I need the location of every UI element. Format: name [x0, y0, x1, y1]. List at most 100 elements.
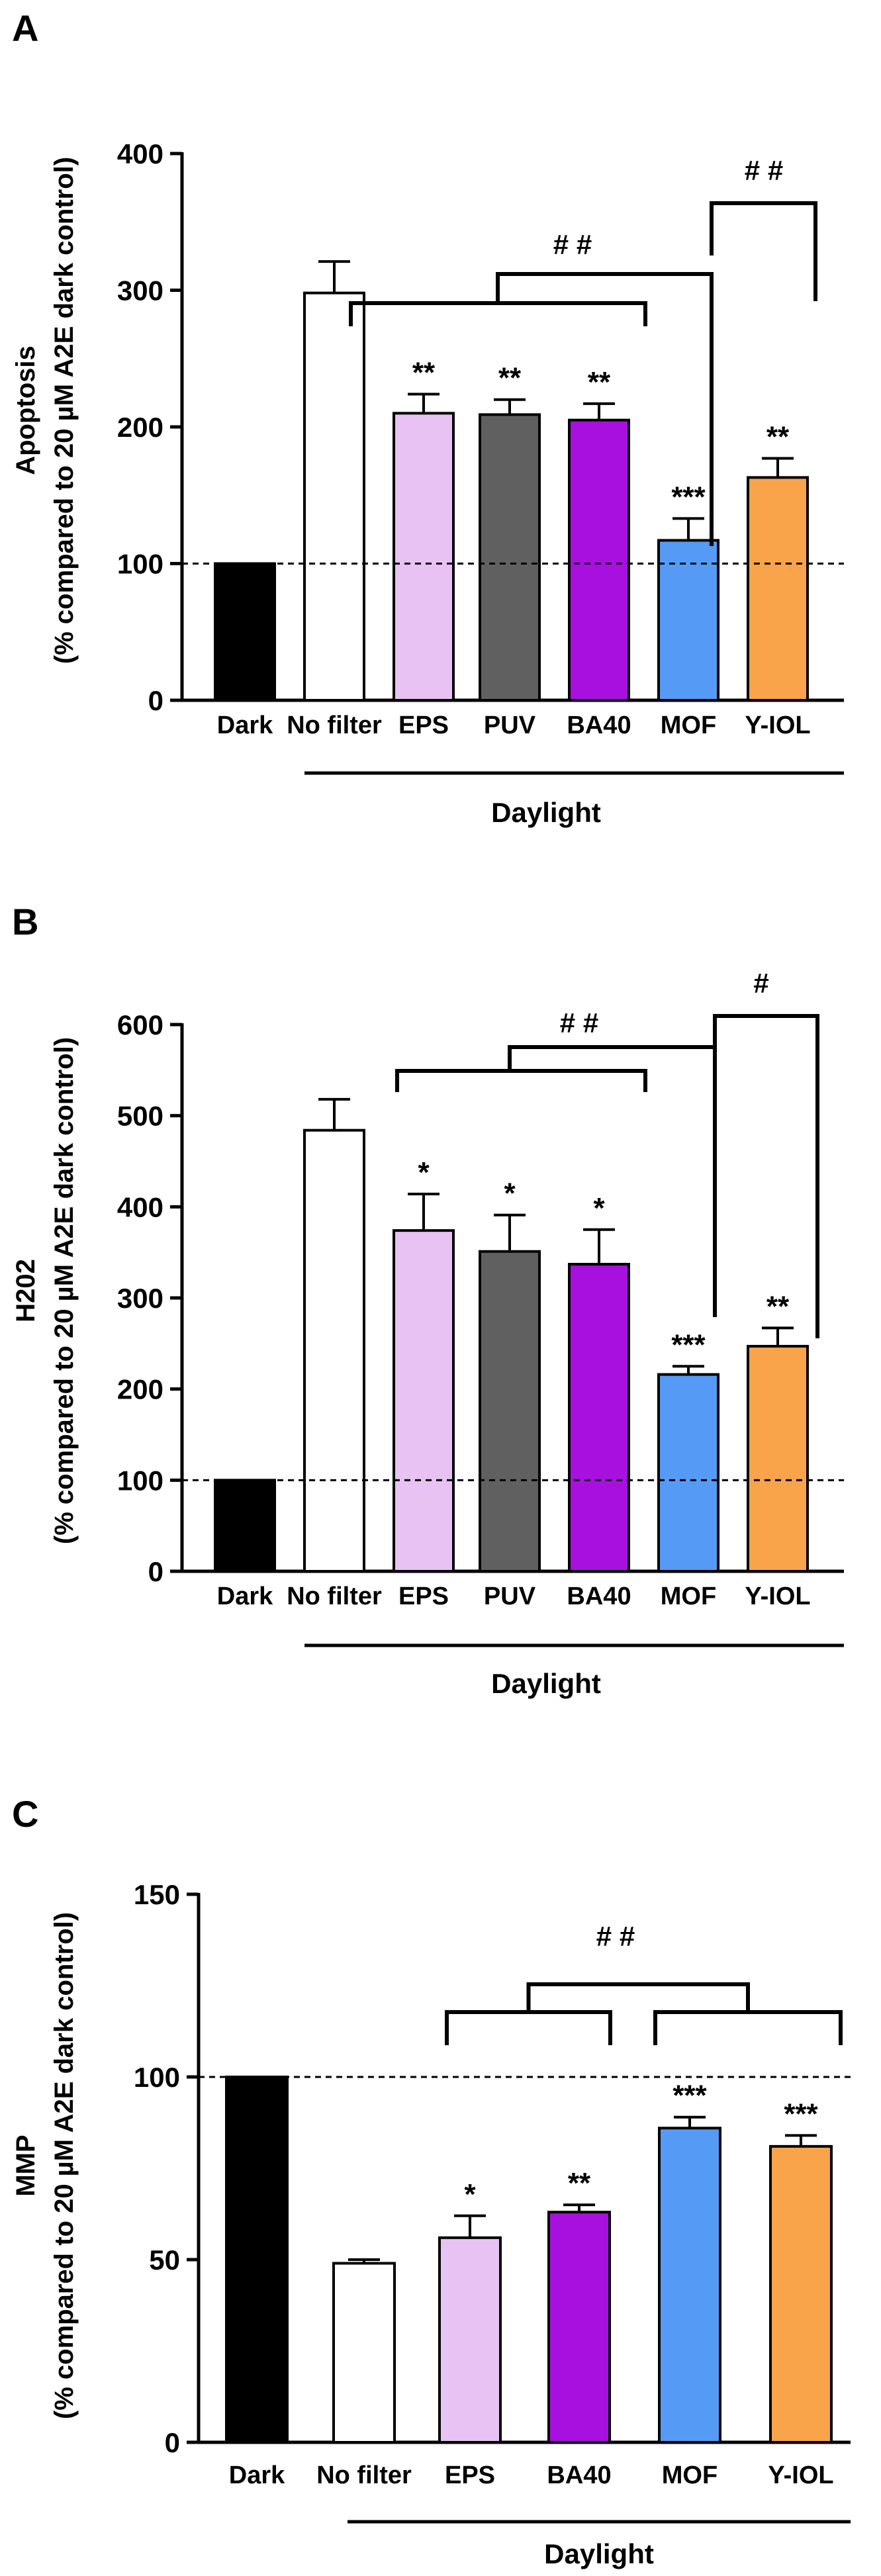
- panel-letter: C: [12, 1793, 38, 1835]
- bar-mof: [657, 539, 719, 702]
- bar-mof: [657, 1373, 719, 1573]
- y-tick-label: 0: [148, 1556, 163, 1587]
- y-tick-label: 0: [148, 685, 163, 716]
- bar-y-iol: [769, 2144, 833, 2444]
- y-tick-label: 400: [117, 1191, 163, 1222]
- comparison-label: # #: [596, 1921, 635, 1952]
- comparison-bracket: [653, 2010, 843, 2045]
- significance-label: *: [418, 1156, 430, 1189]
- bar-no-filter: [332, 2262, 396, 2444]
- x-tick-label: MOF: [661, 712, 716, 739]
- y-axis-subtitle: (% compared to 20 µM A2E dark control): [50, 157, 79, 664]
- bar-ba40: [568, 1263, 630, 1573]
- y-tick-label: 100: [117, 549, 163, 580]
- comparison-label: # #: [553, 229, 592, 260]
- comparison-label: #: [753, 968, 768, 999]
- x-tick-label: BA40: [547, 2461, 611, 2489]
- chart-panel-b: B H202 (% compared to 20 µM A2E dark contr…: [11, 901, 844, 1699]
- bar-no-filter: [303, 291, 365, 702]
- group-label: Daylight: [491, 1668, 601, 1699]
- y-tick-label: 400: [117, 138, 163, 169]
- y-axis-subtitle: (% compared to 20 µM A2E dark control): [50, 1912, 79, 2419]
- bar-eps: [393, 412, 455, 702]
- group-label: Daylight: [544, 2538, 654, 2569]
- comparison-label: # #: [745, 155, 783, 186]
- y-tick-label: 300: [117, 1283, 163, 1314]
- bar-ba40: [568, 418, 630, 702]
- bar-puv: [479, 413, 541, 702]
- comparison-bracket: [713, 1014, 819, 1338]
- significance-label: ***: [672, 2080, 707, 2112]
- comparison-bracket: [445, 2010, 612, 2045]
- y-tick-label: 100: [117, 1465, 163, 1496]
- significance-label: **: [766, 420, 790, 453]
- significance-label: **: [498, 362, 522, 394]
- significance-label: **: [568, 2167, 591, 2199]
- bar-y-iol: [747, 476, 809, 702]
- group-label: Daylight: [491, 797, 601, 828]
- bar-ba40: [547, 2211, 611, 2444]
- bar-eps: [393, 1229, 455, 1573]
- x-tick-label: BA40: [567, 1583, 631, 1610]
- significance-label: ***: [671, 481, 706, 513]
- x-tick-label: Dark: [229, 2461, 285, 2489]
- x-tick-label: BA40: [567, 712, 631, 739]
- bar-dark: [214, 1479, 276, 1573]
- significance-label: ***: [784, 2097, 818, 2130]
- y-tick-label: 0: [165, 2427, 180, 2458]
- y-tick-label: 200: [117, 412, 163, 443]
- chart-panel-c: C MMP (% compared to 20 µM A2E dark contro…: [11, 1793, 851, 2569]
- comparison-bracket: [496, 272, 714, 546]
- significance-label: *: [464, 2178, 476, 2211]
- x-tick-label: Y-IOL: [768, 2461, 833, 2489]
- x-tick-label: MOF: [661, 1583, 716, 1610]
- y-axis-title: MMP: [11, 2135, 40, 2196]
- bar-no-filter: [303, 1128, 365, 1573]
- significance-label: **: [412, 356, 436, 389]
- x-tick-label: EPS: [445, 2461, 495, 2489]
- bar-dark: [214, 562, 276, 702]
- y-axis-title: Apoptosis: [11, 345, 40, 475]
- bar-dark: [225, 2076, 289, 2444]
- x-tick-label: PUV: [484, 712, 536, 739]
- bar-mof: [658, 2127, 721, 2444]
- comparison-bracket: [349, 301, 647, 326]
- panel-letter: B: [12, 901, 38, 943]
- panel-letter: A: [12, 7, 38, 49]
- bar-puv: [479, 1250, 541, 1573]
- x-tick-label: Y-IOL: [745, 712, 810, 739]
- x-tick-label: Y-IOL: [745, 1583, 810, 1610]
- y-tick-label: 500: [117, 1101, 163, 1132]
- comparison-bracket: [395, 1069, 647, 1092]
- y-tick-label: 600: [117, 1009, 163, 1040]
- y-tick-label: 300: [117, 275, 163, 306]
- comparison-bracket: [508, 1045, 717, 1317]
- y-axis-title: H202: [11, 1259, 40, 1322]
- bar-eps: [438, 2236, 502, 2444]
- comparison-bracket: [710, 201, 817, 301]
- x-tick-label: Dark: [217, 1583, 273, 1610]
- y-axis-subtitle: (% compared to 20 µM A2E dark control): [50, 1037, 79, 1544]
- comparison-bracket: [526, 1982, 750, 2012]
- significance-label: *: [504, 1177, 516, 1210]
- chart-panel-a: A Apoptosis (% compared to 20 µM A2E dark …: [11, 7, 844, 828]
- comparison-label: # #: [560, 1007, 598, 1038]
- x-tick-label: EPS: [398, 712, 449, 739]
- x-tick-label: MOF: [662, 2461, 718, 2489]
- x-tick-label: No filter: [316, 2461, 412, 2489]
- x-tick-label: No filter: [287, 712, 382, 739]
- x-tick-label: EPS: [398, 1583, 449, 1610]
- x-tick-label: Dark: [217, 712, 273, 739]
- y-tick-label: 50: [149, 2244, 180, 2276]
- y-tick-label: 100: [134, 2062, 180, 2093]
- significance-label: *: [593, 1192, 605, 1224]
- significance-label: **: [588, 366, 611, 398]
- y-tick-label: 150: [134, 1879, 180, 1910]
- bar-y-iol: [747, 1344, 809, 1573]
- x-tick-label: No filter: [287, 1583, 382, 1610]
- x-tick-label: PUV: [484, 1583, 536, 1610]
- significance-label: ***: [671, 1328, 706, 1361]
- y-tick-label: 200: [117, 1374, 163, 1405]
